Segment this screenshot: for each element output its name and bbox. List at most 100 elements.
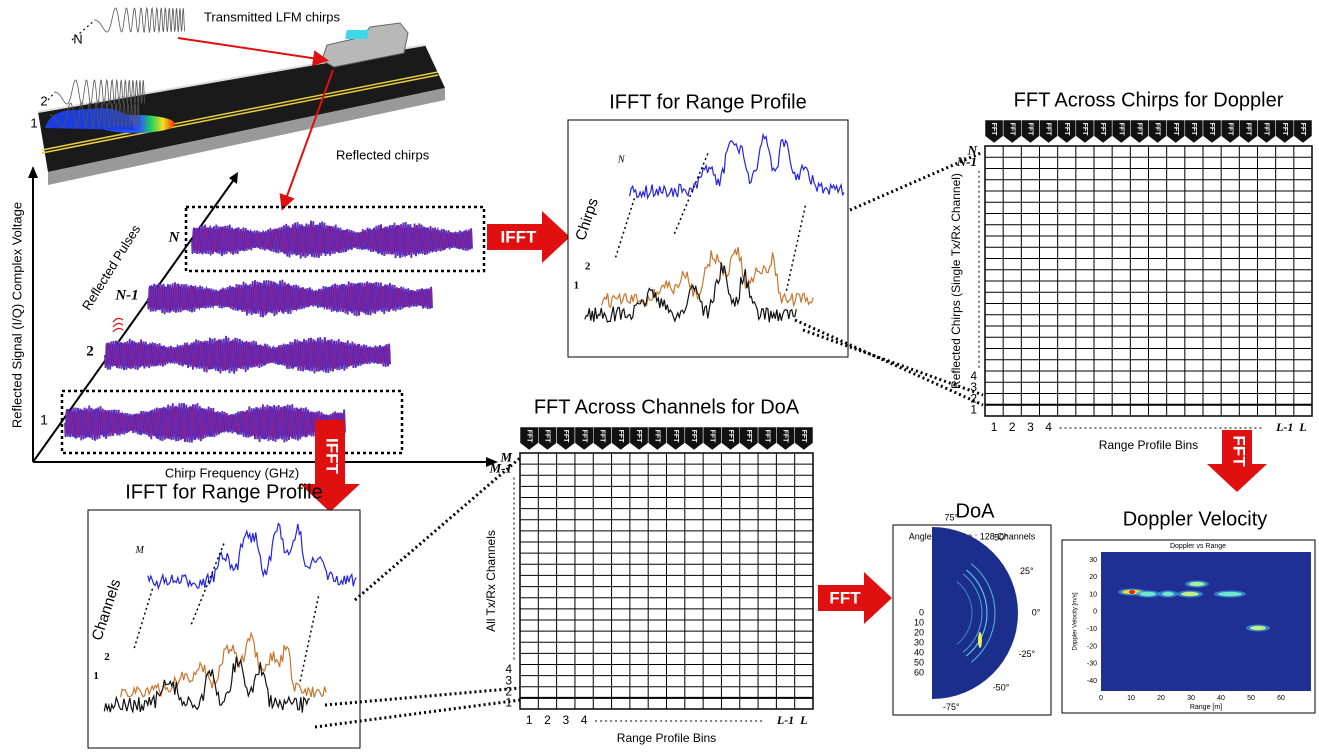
label: FFT [1230, 435, 1249, 467]
label: FFT [635, 430, 642, 444]
label: 0 [1093, 609, 1097, 616]
label: FFT [654, 430, 661, 444]
label: IFFT for Range Profile [609, 91, 806, 113]
label: 50 [914, 657, 924, 667]
label: FFT [990, 123, 997, 137]
label: IFFT for Range Profile [125, 481, 322, 503]
label: 3 [562, 713, 569, 727]
label: -20 [1087, 643, 1097, 650]
label: 10 [914, 617, 924, 627]
label: Chirp Frequency (GHz) [165, 465, 299, 480]
label: FFT [1190, 123, 1197, 137]
label: FFT [1172, 123, 1179, 137]
label: FFT [1136, 123, 1143, 137]
label: FFT [672, 430, 679, 444]
label: Doppler Velocity [1123, 508, 1268, 530]
label: 0 [1099, 695, 1103, 702]
label: FFT [745, 430, 752, 444]
label: L [1298, 420, 1306, 434]
label: Range Profile Bins [1099, 438, 1198, 452]
label: -75° [943, 702, 960, 712]
label: FFT [1008, 123, 1015, 137]
label: FFT [1245, 123, 1252, 137]
label: FFT [599, 430, 606, 444]
label: 1 [93, 670, 99, 682]
panel [88, 510, 360, 748]
label: 2 [86, 343, 94, 359]
pulse [192, 221, 472, 259]
label: N-1 [114, 287, 138, 303]
label: FFT [708, 430, 715, 444]
label: 50 [1247, 695, 1255, 702]
label: N [617, 155, 626, 166]
doppler-hot [1250, 626, 1266, 630]
label: 1 [30, 115, 37, 130]
label: -25° [1019, 649, 1036, 659]
label: 2 [104, 651, 110, 663]
label: 40 [1217, 695, 1225, 702]
label: L-1 [1275, 420, 1293, 434]
label: Range [m] [1190, 704, 1222, 711]
pulse [148, 280, 432, 318]
label: 75° [945, 513, 959, 523]
doppler-hot [1140, 592, 1156, 596]
label: 60 [1277, 695, 1285, 702]
label: 2 [585, 260, 591, 272]
label: Reflected chirps [336, 147, 430, 162]
axis-head [229, 172, 238, 184]
label: 1 [970, 403, 977, 417]
label: FFT [580, 430, 587, 444]
axis-head [28, 166, 38, 178]
label: FFT [1208, 123, 1215, 137]
label: 2 [1009, 420, 1016, 434]
label: FFT [1281, 123, 1288, 137]
label: FFT [727, 430, 734, 444]
label: -50° [993, 682, 1010, 692]
label: FFT [1117, 123, 1124, 137]
label: FFT [1027, 123, 1034, 137]
label: 2 [40, 93, 47, 108]
label: IFFT [323, 438, 342, 474]
label: FFT [1081, 123, 1088, 137]
label: FFT [1099, 123, 1106, 137]
pulse [65, 403, 345, 443]
label: FFT [1299, 123, 1306, 137]
label: FFT [617, 430, 624, 444]
label: Transmitted LFM chirps [204, 9, 341, 24]
doppler-hot [1189, 582, 1205, 586]
label: 30 [1187, 695, 1195, 702]
label: Doppler Velocity [m/s] [1073, 592, 1079, 650]
label: 20 [1089, 574, 1097, 581]
label: 4 [581, 713, 588, 727]
label: FFT [1045, 123, 1052, 137]
label: FFT [544, 430, 551, 444]
label: 0 [919, 607, 924, 617]
label: 2 [544, 713, 551, 727]
label: FFT [690, 430, 697, 444]
label: Reflected Signal (I/Q) Complex Voltage [9, 202, 24, 428]
label: FFT Across Chirps for Doppler [1014, 89, 1284, 111]
diagram: N21Transmitted LFM chirpsReflected chirp… [0, 0, 1319, 754]
label: 3 [1027, 420, 1034, 434]
truck-window [345, 30, 369, 39]
label: FFT [800, 430, 807, 444]
label: FFT [1063, 123, 1070, 137]
label: 40 [914, 647, 924, 657]
label: 20 [914, 627, 924, 637]
label: 20 [1157, 695, 1165, 702]
label: 30 [914, 637, 924, 647]
label: 10 [1127, 695, 1135, 702]
label: 4 [1045, 420, 1052, 434]
label: 60 [914, 667, 924, 677]
label: FFT [1154, 123, 1161, 137]
label: All Tx/Rx Channels [484, 530, 498, 632]
label: L [799, 713, 807, 727]
doppler-hot [1129, 590, 1135, 594]
label: 50° [994, 532, 1008, 542]
label: 30 [1089, 557, 1097, 564]
label: -30 [1087, 661, 1097, 668]
label: M [135, 545, 145, 556]
label: 10 [1089, 591, 1097, 598]
tx-arrow [178, 38, 325, 60]
label: 25° [1020, 566, 1034, 576]
